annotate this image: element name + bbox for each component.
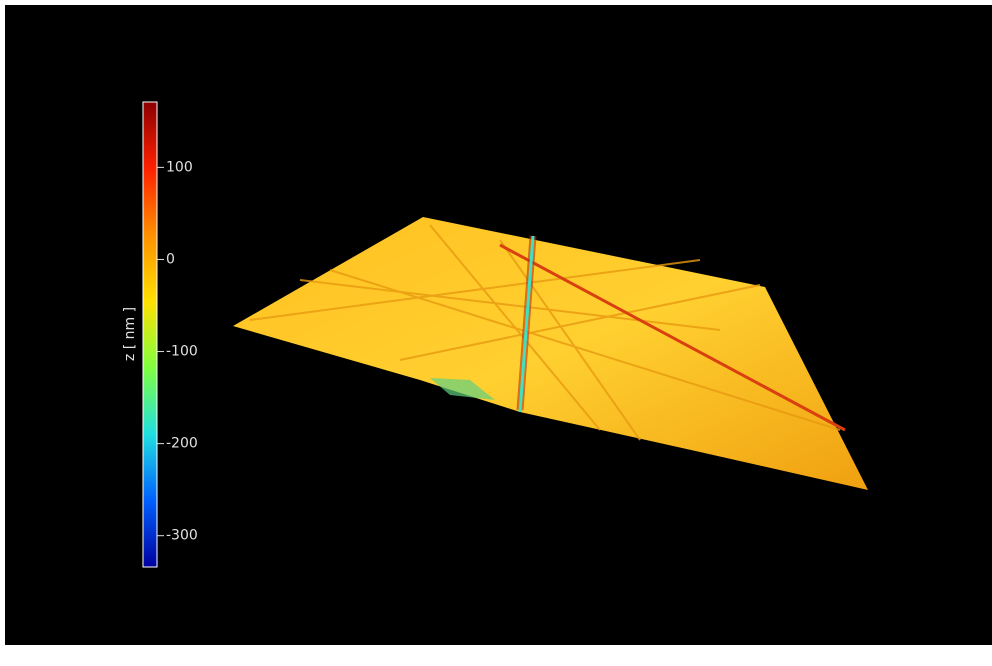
surface xyxy=(233,217,868,490)
tick-label: -200 xyxy=(166,436,198,452)
ridge xyxy=(499,243,846,432)
edge-artifact xyxy=(430,378,495,400)
tick-label: -300 xyxy=(166,528,198,544)
tick-label: -100 xyxy=(166,344,198,360)
groove xyxy=(518,235,535,413)
colorbar-label: z [ nm ] xyxy=(122,307,138,361)
colorbar xyxy=(142,101,158,568)
surface-plane xyxy=(233,217,868,490)
tick-label: 100 xyxy=(166,159,193,175)
scratches xyxy=(249,224,841,441)
tick-label: 0 xyxy=(166,251,175,267)
